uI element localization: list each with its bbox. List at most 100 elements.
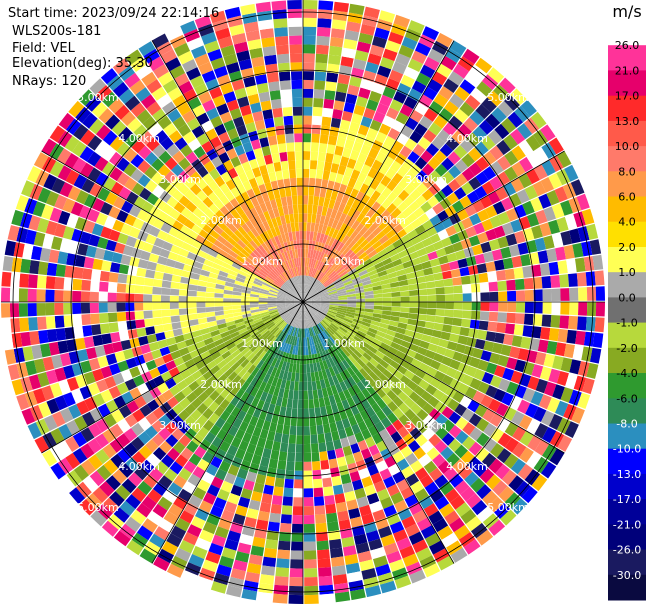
velocity-gate [450, 495, 466, 510]
velocity-gate [299, 328, 302, 338]
velocity-gate [151, 349, 162, 360]
velocity-gate [303, 299, 312, 302]
velocity-gate [510, 219, 523, 233]
velocity-gate [334, 145, 344, 156]
velocity-gate [42, 356, 55, 371]
velocity-gate [485, 261, 496, 272]
velocity-gate [303, 470, 313, 480]
velocity-gate [380, 342, 391, 351]
velocity-gate [411, 337, 422, 347]
velocity-gate [147, 511, 163, 526]
velocity-gate [443, 278, 454, 287]
velocity-gate [366, 530, 380, 542]
velocity-gate [368, 327, 378, 335]
velocity-gate [481, 372, 494, 385]
velocity-gate [275, 396, 283, 407]
velocity-gate [458, 465, 473, 480]
velocity-gate [83, 336, 95, 349]
velocity-gate [205, 302, 215, 308]
velocity-gate [104, 376, 117, 389]
velocity-gate [303, 364, 307, 374]
velocity-gate [227, 324, 237, 331]
velocity-gate [117, 448, 132, 463]
velocity-gate [307, 249, 312, 259]
velocity-gate [422, 176, 435, 189]
velocity-gate [291, 308, 298, 317]
velocity-gate [281, 397, 288, 408]
velocity-gate [319, 291, 328, 296]
velocity-gate [468, 176, 482, 190]
velocity-gate [485, 113, 501, 129]
velocity-gate [125, 494, 141, 510]
velocity-gate [310, 305, 320, 310]
velocity-gate [256, 399, 265, 410]
velocity-gate [201, 332, 212, 341]
velocity-gate [307, 266, 311, 276]
velocity-gate [433, 222, 446, 233]
velocity-gate [370, 320, 381, 327]
velocity-gate [437, 210, 449, 222]
velocity-gate [404, 138, 418, 151]
velocity-gate [428, 170, 442, 183]
velocity-gate [273, 584, 289, 595]
velocity-gate [555, 342, 567, 357]
velocity-gate [449, 359, 461, 370]
velocity-gate [303, 62, 315, 72]
velocity-gate [475, 171, 489, 186]
velocity-gate [441, 432, 455, 446]
velocity-gate [508, 475, 524, 492]
velocity-gate [303, 302, 309, 309]
velocity-gate [335, 501, 348, 513]
velocity-gate [196, 402, 208, 415]
velocity-gate [303, 177, 309, 187]
velocity-gate [315, 325, 321, 334]
velocity-gate [572, 345, 584, 360]
colorbar-tick-label: -1.0 [616, 317, 637, 330]
velocity-gate [173, 496, 188, 510]
velocity-gate [208, 542, 224, 556]
velocity-gate [221, 509, 235, 522]
velocity-gate [307, 328, 311, 338]
velocity-gate [382, 355, 393, 365]
velocity-gate [398, 414, 410, 426]
velocity-gate [368, 425, 379, 437]
velocity-gate [502, 257, 514, 270]
velocity-gate [326, 284, 335, 290]
velocity-gate [373, 480, 387, 493]
velocity-gate [355, 402, 366, 413]
velocity-gate [138, 335, 149, 346]
velocity-gate [88, 422, 102, 438]
velocity-gate [278, 540, 291, 551]
velocity-gate [356, 202, 366, 213]
velocity-gate [491, 249, 503, 261]
velocity-gate [498, 291, 508, 302]
colorbar-tick-label: -10.0 [613, 443, 641, 456]
velocity-gate [319, 262, 325, 272]
velocity-gate [505, 233, 518, 246]
velocity-gate [303, 266, 305, 276]
velocity-gate [320, 303, 330, 307]
velocity-gate [497, 211, 510, 225]
velocity-gate [300, 337, 303, 347]
velocity-gate [317, 549, 330, 560]
velocity-gate [82, 325, 93, 337]
velocity-gate [190, 421, 203, 434]
velocity-gate [455, 502, 471, 517]
velocity-gate [347, 299, 357, 302]
velocity-gate [9, 303, 20, 318]
velocity-gate [261, 330, 270, 338]
velocity-gate [82, 476, 99, 493]
velocity-gate [393, 14, 410, 28]
velocity-gate [236, 324, 247, 331]
velocity-gate [309, 408, 316, 418]
velocity-gate [345, 562, 361, 574]
velocity-gate [472, 244, 483, 256]
velocity-gate [330, 28, 345, 39]
velocity-gate [389, 281, 400, 288]
velocity-gate [454, 159, 469, 173]
velocity-gate [386, 364, 397, 375]
velocity-gate [304, 310, 307, 320]
velocity-gate [303, 497, 314, 507]
velocity-gate [427, 78, 443, 93]
velocity-gate [184, 403, 197, 416]
